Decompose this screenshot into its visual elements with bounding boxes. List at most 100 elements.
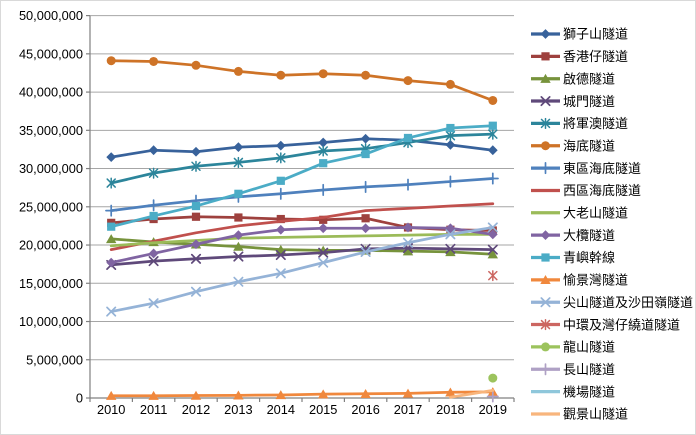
- square-marker-icon: [361, 149, 370, 159]
- legend-item: 將軍澳隧道: [531, 116, 628, 131]
- diamond-marker-icon: [148, 248, 159, 259]
- x-marker-icon: [318, 257, 329, 268]
- diamond-marker-icon: [233, 230, 244, 240]
- series-line: [488, 270, 498, 282]
- x-marker-icon: [190, 286, 202, 297]
- asterisk-marker-icon: [540, 117, 551, 129]
- y-tick-label: 45,000,000: [19, 46, 83, 61]
- x-marker-icon: [318, 247, 329, 258]
- series-line: [449, 388, 495, 399]
- circle-marker-icon: [403, 76, 413, 86]
- circle-marker-icon: [233, 66, 243, 76]
- legend-label: 機場隧道: [563, 384, 615, 399]
- circle-marker-icon: [318, 69, 328, 79]
- y-tick-label: 35,000,000: [19, 123, 83, 138]
- x-tick-label: 2010: [97, 402, 125, 417]
- plus-marker-icon: [539, 363, 552, 376]
- series-line: [106, 243, 498, 270]
- triangle-marker-icon: [445, 247, 456, 257]
- x-marker-icon: [106, 306, 117, 317]
- x-marker-icon: [540, 297, 551, 308]
- square-marker-icon: [403, 133, 413, 143]
- legend-label: 尖山隧道及沙田嶺隧道: [563, 295, 693, 310]
- square-marker-icon: [191, 212, 201, 221]
- x-tick-label: 2016: [351, 402, 379, 417]
- square-marker-icon: [191, 201, 201, 211]
- square-marker-icon: [541, 253, 550, 262]
- square-marker-icon: [149, 211, 158, 221]
- triangle-marker-icon: [402, 246, 414, 256]
- circle-marker-icon: [445, 79, 455, 89]
- triangle-marker-icon: [275, 390, 286, 400]
- plus-marker-icon: [401, 178, 415, 191]
- y-tick-label: 15,000,000: [19, 276, 83, 291]
- legend-label: 啟德隧道: [563, 71, 615, 86]
- legend-item: 觀景山隧道: [531, 407, 628, 422]
- legend-label: 愉景灣隧道: [563, 273, 628, 288]
- x-marker-icon: [190, 253, 202, 264]
- square-marker-icon: [361, 214, 370, 223]
- legend-item: 啟德隧道: [531, 71, 615, 86]
- asterisk-marker-icon: [445, 130, 456, 142]
- legend-label: 大欖隧道: [563, 228, 615, 243]
- plus-marker-icon: [147, 199, 160, 212]
- square-marker-icon: [319, 159, 328, 168]
- series-line: [105, 172, 499, 217]
- asterisk-marker-icon: [318, 145, 328, 157]
- triangle-marker-icon: [106, 234, 117, 244]
- diamond-marker-icon: [540, 230, 551, 241]
- triangle-marker-icon: [540, 73, 551, 83]
- legend-item: 尖山隧道及沙田嶺隧道: [531, 295, 693, 310]
- asterisk-marker-icon: [148, 167, 159, 179]
- circle-marker-icon: [541, 141, 550, 151]
- series-line: [106, 222, 498, 317]
- legend-label: 將軍澳隧道: [563, 116, 628, 131]
- legend-item: 香港仔隧道: [531, 49, 628, 64]
- square-marker-icon: [234, 213, 243, 222]
- plus-marker-icon: [539, 162, 552, 175]
- legend-item: 長山隧道: [531, 362, 615, 377]
- legend-label: 獅子山隧道: [563, 27, 628, 42]
- y-tick-label: 30,000,000: [19, 161, 83, 176]
- triangle-marker-icon: [106, 390, 117, 400]
- x-tick-label: 2019: [479, 402, 507, 417]
- diamond-marker-icon: [445, 223, 456, 234]
- triangle-marker-icon: [360, 388, 371, 398]
- x-tick-label: 2014: [267, 402, 295, 417]
- circle-marker-icon: [541, 342, 550, 352]
- y-tick-label: 0: [76, 391, 83, 406]
- legend-label: 西區海底隧道: [563, 183, 641, 198]
- legend-label: 東區海底隧道: [563, 161, 641, 176]
- series-line: [106, 133, 498, 162]
- square-marker-icon: [541, 52, 550, 61]
- x-tick-label: 2013: [224, 402, 252, 417]
- triangle-marker-icon: [148, 390, 159, 400]
- square-marker-icon: [488, 121, 497, 130]
- diamond-marker-icon: [360, 223, 371, 234]
- series-line: [109, 202, 495, 252]
- legend-item: 青嶼幹線: [531, 250, 615, 265]
- triangle-marker-icon: [233, 390, 244, 400]
- triangle-marker-icon: [445, 387, 456, 397]
- chart-legend: 獅子山隧道香港仔隧道啟德隧道城門隧道將軍澳隧道海底隧道東區海底隧道西區海底隧道大…: [531, 27, 693, 422]
- x-marker-icon: [445, 229, 456, 240]
- diamond-marker-icon: [487, 145, 498, 156]
- legend-item: 中環及灣仔繞道隧道: [531, 317, 680, 332]
- y-tick-label: 50,000,000: [19, 8, 83, 23]
- series-line: [107, 121, 497, 231]
- diamond-marker-icon: [318, 223, 329, 234]
- asterisk-marker-icon: [276, 152, 286, 164]
- diamond-marker-icon: [318, 137, 329, 148]
- legend-label: 海底隧道: [563, 138, 615, 153]
- circle-marker-icon: [488, 373, 498, 383]
- x-tick-label: 2011: [140, 402, 168, 417]
- legend-label: 長山隧道: [563, 362, 615, 377]
- asterisk-marker-icon: [488, 128, 498, 140]
- series-line: [109, 232, 495, 248]
- plus-marker-icon: [359, 180, 372, 193]
- x-marker-icon: [148, 256, 159, 267]
- square-marker-icon: [319, 215, 328, 224]
- plus-marker-icon: [486, 390, 499, 403]
- x-marker-icon: [540, 95, 551, 107]
